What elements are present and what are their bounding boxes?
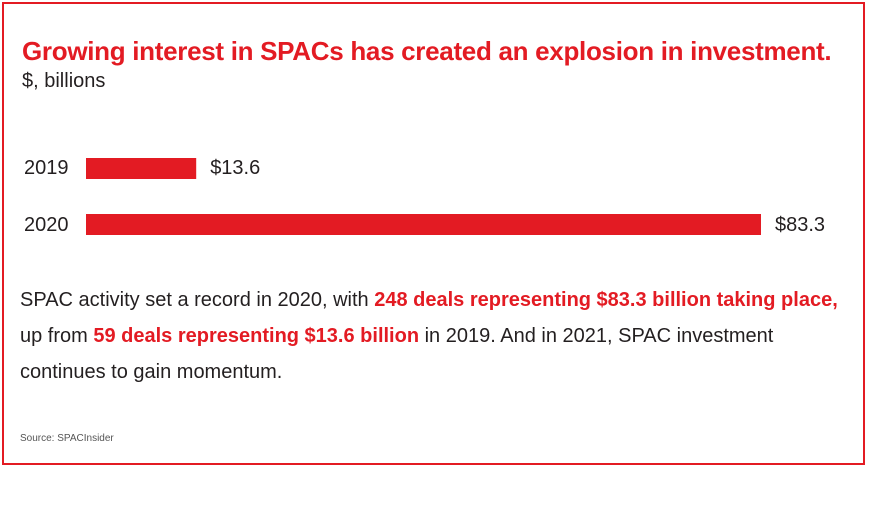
chart-frame bbox=[2, 2, 865, 465]
source-note: Source: SPACInsider bbox=[20, 433, 114, 444]
summary-paragraph: SPAC activity set a record in 2020, with… bbox=[20, 282, 840, 390]
bar-2020 bbox=[86, 214, 761, 235]
category-label-2019: 2019 bbox=[24, 157, 69, 179]
summary-text-3: in 2019. And in 2021, SPAC investment co… bbox=[20, 325, 774, 383]
value-label-2019: $13.6 bbox=[210, 157, 260, 179]
bar-chart: 2019 $13.6 2020 $83.3 bbox=[24, 157, 825, 236]
summary-highlight-2019: 59 deals representing $13.6 billion bbox=[93, 325, 420, 347]
value-label-2020: $83.3 bbox=[775, 214, 825, 236]
summary-highlight-2020: 248 deals representing $83.3 billion tak… bbox=[374, 289, 838, 311]
summary-text-2: up from bbox=[20, 325, 94, 347]
chart-subtitle: $, billions bbox=[22, 70, 106, 92]
summary-text-1: SPAC activity set a record in 2020, with bbox=[20, 289, 375, 311]
bar-2019 bbox=[86, 158, 197, 179]
chart-title: Growing interest in SPACs has created an… bbox=[22, 36, 832, 66]
bar-group-2019: 2019 $13.6 bbox=[24, 157, 260, 179]
category-label-2020: 2020 bbox=[24, 214, 69, 236]
bar-group-2020: 2020 $83.3 bbox=[24, 214, 825, 236]
